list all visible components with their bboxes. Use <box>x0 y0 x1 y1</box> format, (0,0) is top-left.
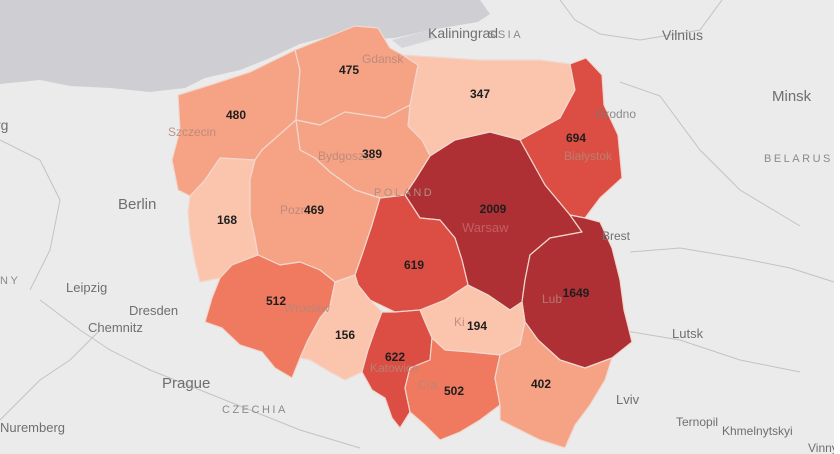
city-dresden: Dresden <box>129 303 178 318</box>
value-mazowieckie: 2009 <box>480 202 507 216</box>
region-malopolskie[interactable] <box>404 337 501 441</box>
city-lublin: Lub <box>542 292 562 306</box>
value-lubuskie: 168 <box>217 213 237 227</box>
city-poznan: Pozn <box>280 203 307 217</box>
city-vinny: Vinny <box>808 441 838 454</box>
baltic-sea <box>0 0 490 92</box>
lagoon <box>392 30 438 48</box>
value-lodzkie: 619 <box>404 258 424 272</box>
value-dolnoslaskie: 512 <box>266 294 286 308</box>
value-pomorskie: 475 <box>339 63 359 77</box>
city-prague: Prague <box>162 375 210 392</box>
city-kielce: Ki <box>454 315 465 329</box>
city-szczecin: Szczecin <box>168 125 216 139</box>
city-berlin: Berlin <box>118 196 156 213</box>
city-khmelnytskyi: Khmelnytskyi <box>722 424 793 438</box>
city-ternopil: Ternopil <box>676 415 718 429</box>
value-warminsko-mazurskie: 347 <box>470 87 490 101</box>
city-vilnius: Vilnius <box>662 27 703 43</box>
city-hamburg-edge: rg <box>0 117 8 133</box>
city-wroclaw: Wroclaw <box>284 301 330 315</box>
value-opolskie: 156 <box>335 328 355 342</box>
value-zachodniopomorskie: 480 <box>226 108 246 122</box>
value-podlaskie: 694 <box>566 131 586 145</box>
value-kujawsko-pomorskie: 389 <box>362 147 382 161</box>
city-krakow: Cra <box>418 378 438 392</box>
city-katowice: Katowice <box>370 361 419 375</box>
city-nuremberg: Nuremberg <box>0 420 65 435</box>
region-podkarpackie[interactable] <box>494 321 613 449</box>
city-kaliningrad: Kaliningrad <box>428 25 498 41</box>
country-russia: SSIA <box>488 29 523 41</box>
city-chemnitz: Chemnitz <box>88 320 143 335</box>
city-bydgoszcz: Bydgoszcz <box>318 149 376 163</box>
city-lviv: Lviv <box>616 392 640 407</box>
region-opolskie[interactable] <box>299 274 383 381</box>
region-city-labels: Szczecin Gdansk Bydgoszcz POLAND Pozn Bi… <box>168 52 636 392</box>
city-lutsk: Lutsk <box>672 326 704 341</box>
region-podlaskie[interactable] <box>519 57 623 219</box>
regions <box>171 25 633 449</box>
place-labels: Kaliningrad SSIA Vilnius Minsk BELARUS B… <box>0 25 838 454</box>
city-bialystok: Białystok <box>564 149 613 163</box>
value-wielkopolskie: 469 <box>304 203 324 217</box>
value-labels: 480 475 347 694 389 168 469 2009 619 164… <box>217 63 590 398</box>
value-swietokrzyskie: 194 <box>467 319 487 333</box>
city-grodno: Grodno <box>596 107 636 121</box>
right-edge-strip <box>834 0 840 454</box>
value-slaskie: 622 <box>385 350 405 364</box>
city-leipzig: Leipzig <box>66 280 107 295</box>
country-germany: NY <box>0 275 20 287</box>
value-lubelskie: 1649 <box>563 286 590 300</box>
city-brest: Brest <box>602 229 631 243</box>
region-dolnoslaskie[interactable] <box>204 254 336 379</box>
city-minsk: Minsk <box>772 88 812 105</box>
city-gdansk: Gdansk <box>362 52 404 66</box>
value-malopolskie: 502 <box>444 384 464 398</box>
country-czechia: CZECHIA <box>222 404 288 416</box>
country-poland: POLAND <box>374 187 434 199</box>
value-podkarpackie: 402 <box>531 377 551 391</box>
country-belarus: BELARUS <box>764 153 833 165</box>
city-warsaw: Warsaw <box>462 220 509 235</box>
